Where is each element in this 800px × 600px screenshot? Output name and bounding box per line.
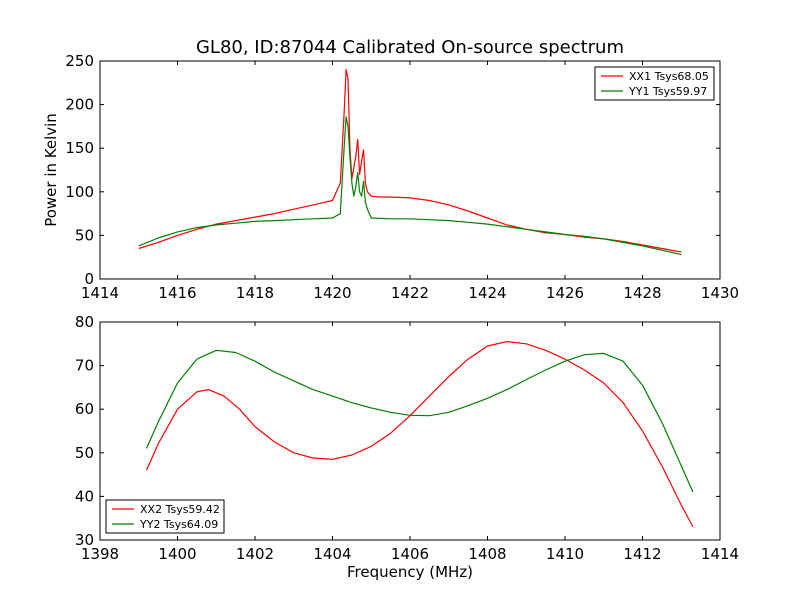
y-tick-label: 60 bbox=[75, 400, 94, 418]
series-line-2-1 bbox=[145, 341, 694, 528]
y-tick-label: 30 bbox=[75, 531, 94, 549]
y-tick-label: 0 bbox=[84, 270, 94, 288]
top-panel: 1414 1416 1418 1420 1422 1424 1426 1428 1430 0 50 1… bbox=[42, 52, 739, 302]
chart-title: GL80, ID:87044 Calibrated On-source spec… bbox=[196, 37, 624, 58]
x-tick-label: 1416 bbox=[158, 284, 196, 302]
x-tick-label: 1430 bbox=[701, 284, 739, 302]
legend: XX2 Tsys59.42 YY2 Tsys64.09 bbox=[105, 499, 225, 534]
x-tick-label: 1406 bbox=[391, 545, 429, 563]
x-tick-label: 1424 bbox=[468, 284, 506, 302]
x-tick-label: 1422 bbox=[391, 284, 429, 302]
y-tick-label: 100 bbox=[65, 183, 94, 201]
x-tick-label: 1426 bbox=[546, 284, 584, 302]
y-axis-label: Power in Kelvin bbox=[42, 113, 60, 227]
series-line-1-1 bbox=[138, 69, 682, 253]
x-tick-label: 1428 bbox=[623, 284, 661, 302]
y-tick-label: 80 bbox=[75, 313, 94, 331]
legend-entry: YY1 Tsys59.97 bbox=[628, 85, 707, 98]
y-tick-label: 150 bbox=[65, 139, 94, 157]
x-tick-label: 1400 bbox=[158, 545, 196, 563]
y-tick-label: 200 bbox=[65, 96, 94, 114]
legend-entry: YY2 Tsys64.09 bbox=[139, 518, 218, 531]
x-tick-label: 1418 bbox=[236, 284, 274, 302]
x-tick-label: 1402 bbox=[236, 545, 274, 563]
y-tick-label: 40 bbox=[75, 487, 94, 505]
x-tick-label: 1408 bbox=[468, 545, 506, 563]
x-tick-label: 1404 bbox=[313, 545, 351, 563]
y-tick-label: 50 bbox=[75, 444, 94, 462]
legend: XX1 Tsys68.05 YY1 Tsys59.97 bbox=[594, 66, 715, 101]
series-line-1-2 bbox=[138, 116, 682, 256]
y-tick-label: 70 bbox=[75, 357, 94, 375]
x-tick-label: 1420 bbox=[313, 284, 351, 302]
x-axis-label: Frequency (MHz) bbox=[347, 563, 473, 581]
x-tick-label: 1414 bbox=[81, 284, 119, 302]
y-tick-label: 250 bbox=[65, 52, 94, 70]
y-tick-label: 50 bbox=[75, 226, 94, 244]
legend-box bbox=[105, 499, 225, 534]
series-line-2-2 bbox=[145, 349, 694, 493]
x-tick-label: 1414 bbox=[701, 545, 739, 563]
legend-entry: XX1 Tsys68.05 bbox=[629, 70, 709, 83]
x-tick-label: 1412 bbox=[623, 545, 661, 563]
x-tick-label: 1398 bbox=[81, 545, 119, 563]
legend-box bbox=[594, 66, 715, 101]
legend-entry: XX2 Tsys59.42 bbox=[140, 503, 220, 516]
x-tick-label: 1410 bbox=[546, 545, 584, 563]
bottom-panel: 1398 1400 1402 1404 1406 1408 1410 1412 1414 30 40… bbox=[75, 313, 739, 581]
